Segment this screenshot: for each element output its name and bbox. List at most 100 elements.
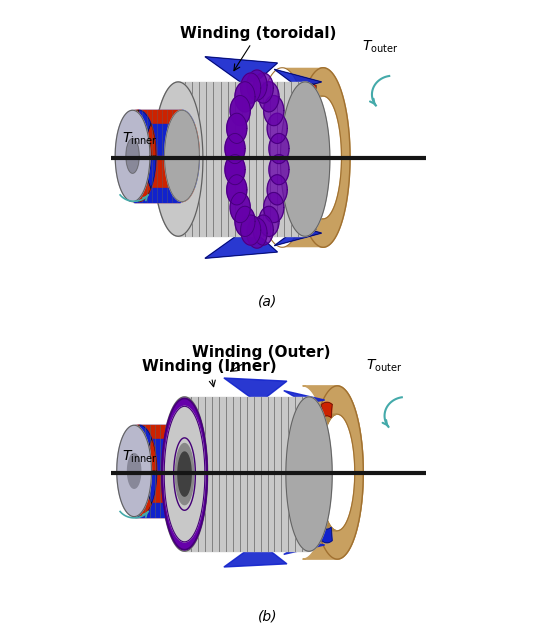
Polygon shape (162, 398, 207, 550)
Polygon shape (135, 503, 185, 517)
Polygon shape (191, 156, 199, 188)
Polygon shape (224, 378, 287, 403)
Polygon shape (306, 435, 312, 469)
Polygon shape (115, 110, 150, 202)
Polygon shape (169, 471, 177, 503)
Polygon shape (121, 123, 130, 156)
Polygon shape (178, 452, 191, 496)
Polygon shape (134, 188, 180, 202)
Polygon shape (147, 156, 156, 188)
Polygon shape (184, 397, 309, 551)
Polygon shape (165, 110, 199, 202)
Polygon shape (235, 206, 255, 236)
Polygon shape (139, 425, 152, 448)
Polygon shape (135, 425, 185, 438)
Polygon shape (132, 110, 182, 202)
Polygon shape (134, 156, 180, 188)
Polygon shape (205, 227, 278, 258)
Text: Winding (Inner): Winding (Inner) (142, 360, 277, 387)
Polygon shape (135, 438, 185, 471)
Polygon shape (148, 471, 157, 503)
Polygon shape (121, 156, 130, 188)
Polygon shape (174, 438, 196, 510)
Polygon shape (128, 454, 141, 488)
Polygon shape (274, 227, 322, 246)
Polygon shape (306, 476, 312, 510)
Polygon shape (134, 188, 180, 202)
Polygon shape (267, 175, 287, 205)
Polygon shape (227, 113, 247, 144)
Polygon shape (284, 391, 325, 403)
Polygon shape (135, 438, 185, 471)
Polygon shape (274, 69, 322, 88)
Polygon shape (230, 192, 250, 222)
Polygon shape (191, 123, 199, 156)
Polygon shape (322, 403, 332, 418)
Polygon shape (294, 89, 304, 119)
Polygon shape (282, 68, 350, 247)
Text: Winding (toroidal): Winding (toroidal) (180, 26, 336, 71)
Polygon shape (253, 215, 273, 245)
Polygon shape (182, 110, 194, 133)
Polygon shape (161, 397, 207, 551)
Text: $T_{\rm inner}$: $T_{\rm inner}$ (122, 449, 157, 465)
Polygon shape (174, 425, 186, 448)
Polygon shape (241, 73, 261, 103)
Polygon shape (280, 82, 330, 236)
Polygon shape (289, 118, 296, 154)
Polygon shape (289, 161, 296, 197)
Polygon shape (126, 179, 139, 202)
Polygon shape (170, 110, 182, 133)
Polygon shape (169, 438, 177, 471)
Polygon shape (169, 425, 204, 517)
Polygon shape (126, 139, 139, 173)
Polygon shape (134, 156, 180, 188)
Polygon shape (195, 438, 204, 471)
Polygon shape (285, 415, 337, 530)
Polygon shape (264, 96, 323, 219)
Text: Winding (Outer): Winding (Outer) (192, 345, 331, 371)
Polygon shape (286, 397, 332, 551)
Polygon shape (126, 110, 139, 133)
Polygon shape (322, 527, 332, 542)
Polygon shape (306, 84, 316, 100)
Polygon shape (127, 425, 139, 448)
Polygon shape (127, 494, 139, 517)
Polygon shape (284, 542, 325, 554)
Polygon shape (170, 179, 182, 202)
Polygon shape (296, 68, 350, 247)
Polygon shape (311, 386, 363, 559)
Polygon shape (225, 134, 245, 164)
Polygon shape (148, 438, 157, 471)
Polygon shape (225, 154, 245, 185)
Polygon shape (182, 179, 194, 202)
Polygon shape (306, 215, 316, 231)
Polygon shape (311, 508, 321, 538)
Text: (a): (a) (258, 295, 278, 309)
Polygon shape (227, 175, 247, 205)
Polygon shape (135, 471, 185, 503)
Polygon shape (259, 82, 279, 112)
Polygon shape (147, 123, 156, 156)
Polygon shape (205, 57, 278, 88)
Polygon shape (135, 471, 185, 503)
Polygon shape (269, 154, 289, 185)
Polygon shape (303, 386, 363, 559)
Polygon shape (175, 444, 193, 505)
Polygon shape (247, 218, 267, 248)
Polygon shape (247, 70, 267, 100)
Polygon shape (253, 73, 273, 103)
Polygon shape (165, 156, 173, 188)
Text: $T_{\rm outer}$: $T_{\rm outer}$ (366, 357, 402, 374)
Text: (b): (b) (258, 610, 278, 624)
Polygon shape (139, 494, 152, 517)
Polygon shape (294, 196, 304, 226)
Polygon shape (259, 206, 279, 236)
Polygon shape (135, 503, 185, 517)
Polygon shape (235, 82, 255, 112)
Polygon shape (264, 192, 284, 222)
Polygon shape (178, 82, 305, 236)
Polygon shape (134, 110, 180, 123)
Polygon shape (303, 415, 355, 530)
Polygon shape (134, 123, 180, 156)
